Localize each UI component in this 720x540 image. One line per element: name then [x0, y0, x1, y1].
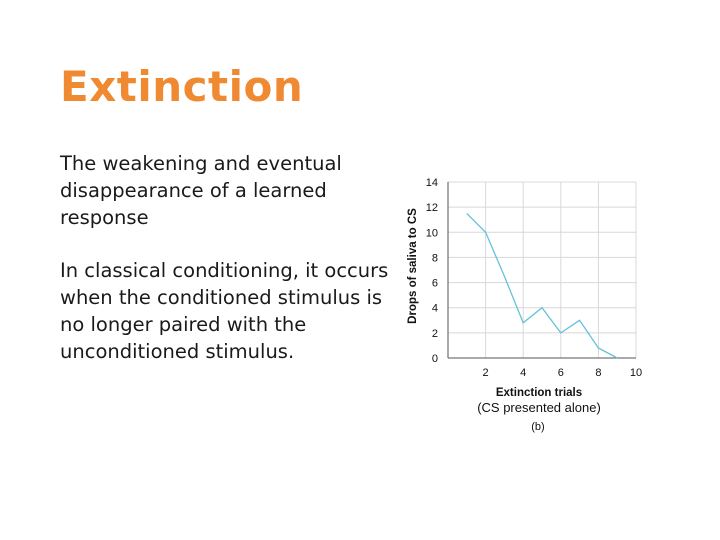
series-line [466, 212, 618, 359]
y-tick-label: 0 [432, 353, 438, 365]
grid-lines [448, 181, 637, 358]
panel-label: (b) [531, 421, 544, 433]
x-axis-sublabel: (CS presented alone) [477, 400, 601, 415]
y-axis-label: Drops of saliva to CS [407, 208, 419, 324]
y-tick-label: 6 [432, 278, 438, 290]
x-tick-label: 8 [595, 367, 601, 379]
x-tick-labels: 2 4 6 8 10 [483, 367, 643, 379]
x-tick-label: 6 [558, 367, 564, 379]
x-tick-label: 2 [483, 367, 489, 379]
axes [447, 182, 636, 359]
bullet-classical-conditioning: In classical conditioning, it occurs whe… [60, 259, 389, 363]
y-tick-label: 14 [426, 177, 438, 189]
y-tick-label: 2 [432, 328, 438, 340]
y-tick-label: 10 [426, 227, 438, 239]
x-tick-label: 10 [630, 367, 642, 379]
bullet-definition: The weakening and eventual disappearance… [60, 152, 342, 229]
extinction-chart: 0 2 4 6 8 10 12 14 2 4 6 8 10 Drops of saliva to CS… [407, 177, 643, 433]
bullet-list: The weakening and eventual disappearance… [60, 150, 390, 391]
y-tick-label: 4 [432, 303, 438, 315]
x-tick-label: 4 [520, 367, 526, 379]
y-tick-label: 12 [426, 202, 438, 214]
y-tick-label: 8 [432, 252, 438, 264]
x-axis-label: Extinction trials [496, 387, 582, 399]
y-tick-labels: 0 2 4 6 8 10 12 14 [426, 177, 438, 365]
slide-title: Extinction [60, 62, 304, 111]
